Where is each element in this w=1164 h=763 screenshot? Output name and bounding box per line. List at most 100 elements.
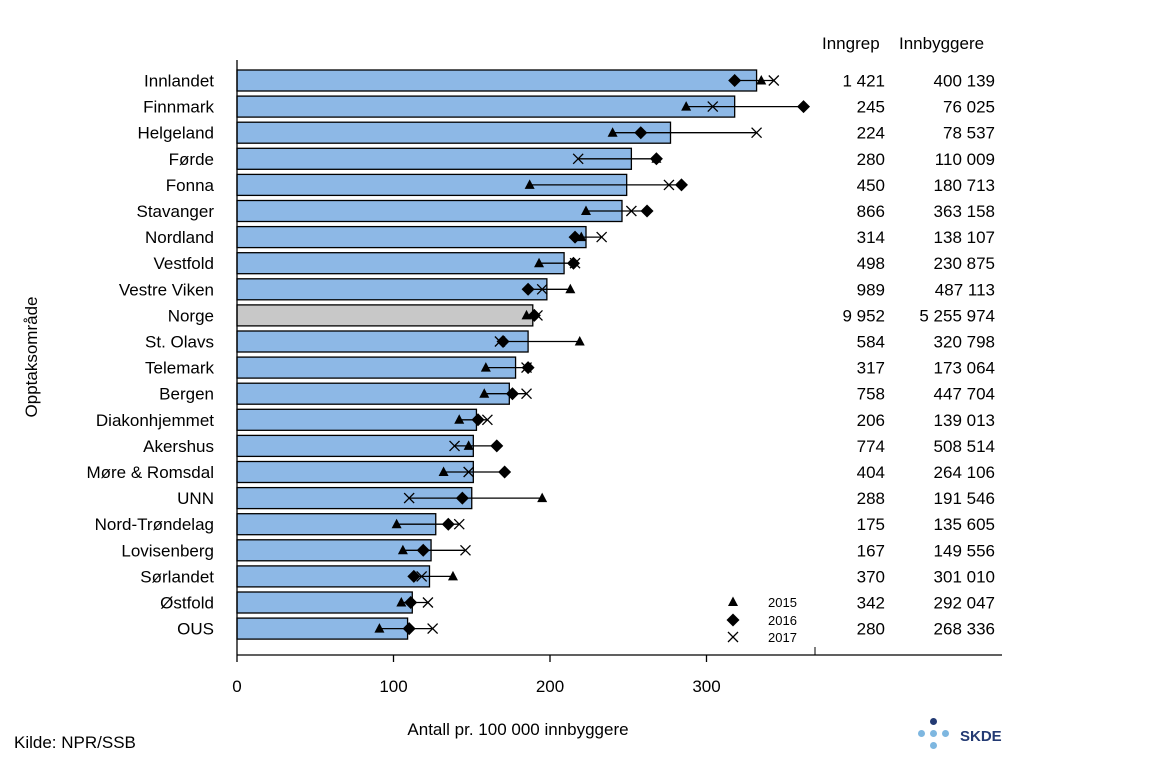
inngrep-value: 288 [857, 489, 885, 508]
category-label: Lovisenberg [121, 541, 214, 560]
marker-2015 [756, 75, 767, 85]
bar [236, 434, 474, 458]
legend-label: 2017 [768, 630, 797, 645]
marker-2015 [463, 440, 474, 450]
marker-2017 [596, 231, 608, 243]
marker-2017 [422, 597, 434, 608]
y-axis-label: Opptaksområde [22, 296, 41, 418]
innbyggere-value: 149 556 [934, 541, 995, 560]
marker-2017 [453, 518, 465, 530]
bar [236, 330, 529, 353]
category-label: OUS [177, 620, 214, 639]
marker-2016 [634, 126, 648, 140]
inngrep-value: 280 [857, 150, 885, 169]
category-label: Bergen [159, 385, 214, 404]
marker-2016 [505, 387, 519, 401]
bar [236, 252, 565, 275]
inngrep-value: 450 [857, 176, 885, 195]
logo-text: SKDE [960, 728, 1002, 745]
marker-2015 [479, 388, 490, 398]
marker-2017 [751, 127, 763, 139]
marker-2017 [521, 362, 532, 374]
innbyggere-value: 508 514 [934, 437, 995, 456]
marker-2016 [498, 465, 512, 479]
innbyggere-value: 139 013 [934, 411, 995, 430]
inngrep-value: 317 [857, 359, 885, 378]
marker-2017 [768, 75, 780, 86]
marker-2015 [574, 336, 585, 346]
category-label: Vestfold [154, 254, 215, 273]
innbyggere-value: 301 010 [934, 567, 995, 586]
x-tick-label: 0 [232, 677, 241, 696]
innbyggere-value: 191 546 [934, 489, 995, 508]
bar [236, 225, 587, 249]
innbyggere-value: 76 025 [943, 98, 995, 117]
marker-2017 [416, 570, 428, 582]
marker-2017 [521, 388, 532, 400]
marker-2016 [402, 622, 416, 636]
legend-marker-2017 [727, 631, 739, 643]
marker-2017 [403, 492, 415, 504]
inngrep-value: 206 [857, 411, 885, 430]
innbyggere-value: 268 336 [934, 620, 995, 639]
bar [236, 565, 431, 588]
marker-2015 [438, 466, 449, 476]
column-header-innbyggere: Innbyggere [899, 34, 985, 53]
inngrep-value: 314 [857, 228, 885, 247]
x-tick-label: 300 [692, 677, 720, 696]
innbyggere-value: 180 713 [934, 176, 995, 195]
inngrep-value: 774 [857, 437, 885, 456]
source-note: Kilde: NPR/SSB [14, 733, 136, 752]
category-label: Østfold [160, 594, 214, 613]
innbyggere-value: 230 875 [934, 254, 995, 273]
category-label: Norge [168, 306, 214, 325]
marker-2017 [532, 309, 543, 321]
inngrep-value: 758 [857, 385, 885, 404]
marker-2016 [527, 308, 541, 322]
category-label: Førde [169, 150, 214, 169]
bar [236, 356, 517, 379]
category-label: St. Olavs [145, 333, 214, 352]
category-label: Telemark [145, 359, 214, 378]
inngrep-value: 224 [857, 124, 885, 143]
marker-2016 [728, 74, 742, 87]
innbyggere-value: 487 113 [935, 280, 995, 299]
bar [236, 121, 672, 144]
category-label: Nordland [145, 228, 214, 247]
category-label: Helgeland [137, 124, 214, 143]
bar [236, 591, 413, 614]
marker-2016 [404, 596, 418, 609]
marker-2017 [463, 466, 475, 478]
marker-2015 [565, 283, 576, 294]
marker-2015 [447, 570, 458, 581]
bar [236, 278, 548, 301]
marker-2015 [524, 179, 535, 189]
bar [236, 460, 474, 484]
legend-label: 2015 [768, 595, 797, 610]
column-header-inngrep: Inngrep [822, 34, 880, 53]
category-label: Innlandet [144, 72, 214, 91]
inngrep-value: 280 [857, 620, 885, 639]
marker-2017 [572, 153, 584, 165]
x-tick-label: 100 [379, 677, 407, 696]
innbyggere-value: 110 009 [935, 150, 995, 169]
innbyggere-value: 78 537 [943, 124, 995, 143]
bar [236, 69, 758, 92]
marker-2017 [663, 179, 675, 191]
inngrep-value: 989 [857, 280, 885, 299]
marker-2015 [454, 414, 465, 424]
marker-2015 [374, 623, 385, 633]
marker-2017 [427, 623, 439, 635]
category-label: Nord-Trøndelag [95, 515, 214, 534]
innbyggere-value: 363 158 [934, 202, 995, 221]
category-label: Møre & Romsdal [86, 463, 214, 482]
inngrep-value: 370 [857, 567, 885, 586]
marker-2016 [441, 517, 455, 531]
legend-label: 2016 [768, 613, 797, 628]
marker-2015 [534, 257, 545, 268]
innbyggere-value: 138 107 [934, 228, 995, 247]
category-label: Finnmark [143, 98, 214, 117]
marker-2016 [496, 335, 510, 348]
inngrep-value: 175 [857, 515, 885, 534]
